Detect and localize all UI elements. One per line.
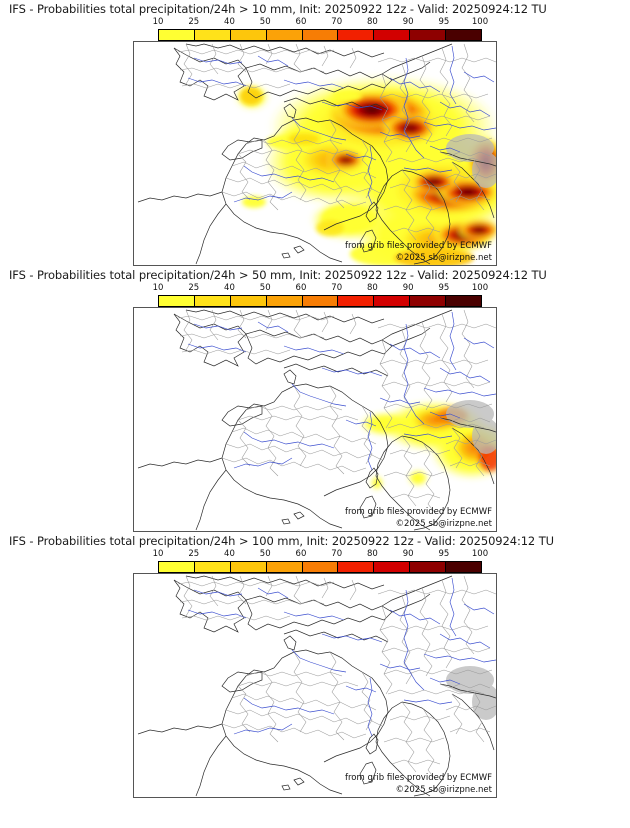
colorbar-segment-95-100 [446,30,482,40]
colorbar-gradient [158,29,482,41]
credit-copyright: ©2025 sb@irizpne.net [395,785,492,795]
map-canvas-50mm [134,308,496,531]
colorbar-segment-80-90 [374,296,411,306]
colorbar-tick-25: 25 [188,17,200,27]
colorbar-tick-100: 100 [471,283,489,293]
colorbar-segment-10-25 [159,562,195,572]
panel-10mm: IFS - Probabilities total precipitation/… [0,0,630,266]
colorbar-segment-70-80 [338,562,375,572]
colorbar-segment-50-60 [266,296,303,306]
colorbar-segment-70-80 [338,296,375,306]
colorbar-segment-40-50 [230,562,267,572]
colorbar-segment-90-95 [410,30,447,40]
colorbar-segment-95-100 [446,562,482,572]
colorbar-tick-100: 100 [471,17,489,27]
colorbar-50mm: 10 25 40 50 60 70 80 90 95 100 [0,283,630,307]
panel-title-100mm: IFS - Probabilities total precipitation/… [9,534,554,548]
colorbar-tick-90: 90 [402,283,414,293]
colorbar-ticks: 10 25 40 50 60 70 80 90 95 100 [153,283,489,294]
colorbar-segment-25-40 [194,562,231,572]
colorbar-tick-50: 50 [259,17,271,27]
map-100mm[interactable]: from grib files provided by ECMWF ©2025 … [133,573,497,798]
colorbar-segment-10-25 [159,30,195,40]
credit-copyright: ©2025 sb@irizpne.net [395,253,492,263]
map-10mm[interactable]: from grib files provided by ECMWF ©2025 … [133,41,497,266]
colorbar-segment-80-90 [374,30,411,40]
colorbar-segment-90-95 [410,562,447,572]
panel-title-10mm: IFS - Probabilities total precipitation/… [9,2,547,16]
colorbar-segment-70-80 [338,30,375,40]
credit-source: from grib files provided by ECMWF [345,241,492,251]
panel-title-50mm: IFS - Probabilities total precipitation/… [9,268,547,282]
colorbar-tick-60: 60 [295,283,307,293]
geography-overlay-10mm [137,43,496,265]
colorbar-segment-40-50 [230,296,267,306]
colorbar-tick-90: 90 [402,17,414,27]
colorbar-tick-70: 70 [331,549,343,559]
colorbar-segment-25-40 [194,30,231,40]
colorbar-tick-95: 95 [438,283,450,293]
colorbar-tick-100: 100 [471,549,489,559]
colorbar-segment-60-70 [302,296,339,306]
colorbar-segment-40-50 [230,30,267,40]
credit-copyright: ©2025 sb@irizpne.net [395,519,492,529]
colorbar-segment-60-70 [302,30,339,40]
colorbar-10mm: 10 25 40 50 60 70 80 90 95 100 [0,17,630,41]
panel-50mm: IFS - Probabilities total precipitation/… [0,266,630,532]
credit-source: from grib files provided by ECMWF [345,773,492,783]
colorbar-tick-40: 40 [224,283,235,293]
colorbar-tick-95: 95 [438,17,450,27]
colorbar-tick-25: 25 [188,283,200,293]
geography-overlay-100mm [137,575,496,797]
colorbar-tick-50: 50 [259,283,271,293]
colorbar-tick-60: 60 [295,17,307,27]
map-canvas-10mm [134,42,496,265]
colorbar-ticks: 10 25 40 50 60 70 80 90 95 100 [153,549,489,560]
colorbar-tick-80: 80 [367,17,378,27]
credit-source: from grib files provided by ECMWF [345,507,492,517]
colorbar-gradient [158,295,482,307]
colorbar-tick-10: 10 [152,17,164,27]
colorbar-segment-90-95 [410,296,447,306]
colorbar-tick-50: 50 [259,549,271,559]
colorbar-ticks: 10 25 40 50 60 70 80 90 95 100 [153,17,489,28]
colorbar-segment-50-60 [266,562,303,572]
colorbar-gradient [158,561,482,573]
colorbar-100mm: 10 25 40 50 60 70 80 90 95 100 [0,549,630,573]
colorbar-tick-25: 25 [188,549,200,559]
colorbar-segment-25-40 [194,296,231,306]
colorbar-segment-80-90 [374,562,411,572]
colorbar-tick-70: 70 [331,17,343,27]
colorbar-segment-50-60 [266,30,303,40]
colorbar-tick-70: 70 [331,283,343,293]
map-50mm[interactable]: from grib files provided by ECMWF ©2025 … [133,307,497,532]
colorbar-tick-10: 10 [152,283,164,293]
colorbar-tick-95: 95 [438,549,450,559]
colorbar-tick-90: 90 [402,549,414,559]
colorbar-tick-40: 40 [224,549,235,559]
colorbar-tick-10: 10 [152,549,164,559]
panel-100mm: IFS - Probabilities total precipitation/… [0,532,630,798]
colorbar-tick-80: 80 [367,283,378,293]
colorbar-segment-95-100 [446,296,482,306]
colorbar-tick-80: 80 [367,549,378,559]
colorbar-tick-40: 40 [224,17,235,27]
geography-overlay-50mm [137,309,496,531]
colorbar-segment-60-70 [302,562,339,572]
colorbar-tick-60: 60 [295,549,307,559]
map-canvas-100mm [134,574,496,797]
colorbar-segment-10-25 [159,296,195,306]
